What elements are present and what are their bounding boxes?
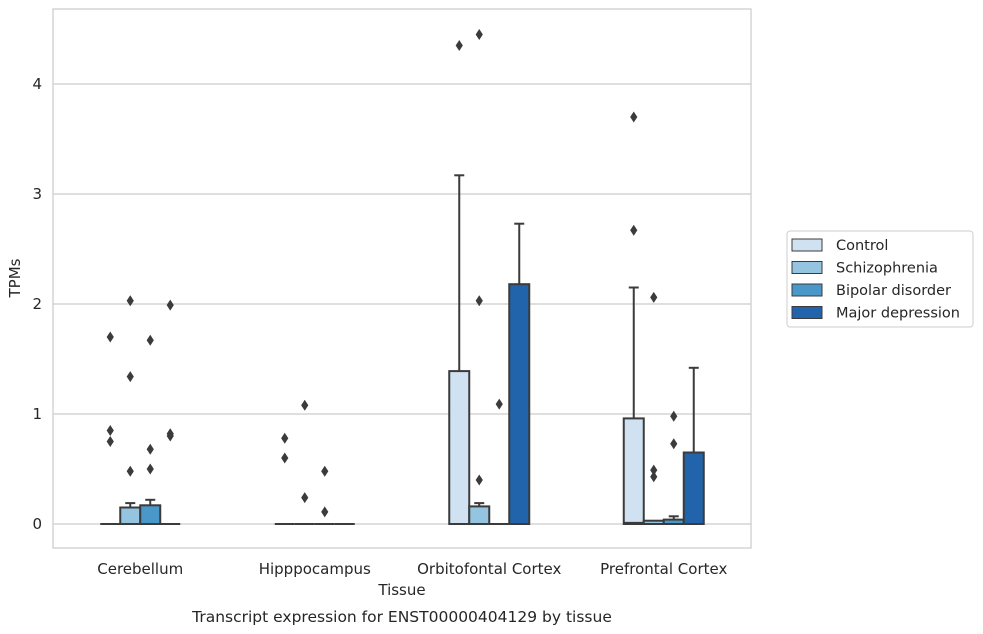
legend-label: Bipolar disorder (836, 283, 951, 299)
plot-area (53, 9, 751, 548)
box-group (100, 331, 121, 525)
legend-label: Schizophrenia (836, 261, 938, 277)
legend-label: Major depression (836, 306, 960, 322)
outlier-point (670, 438, 678, 450)
outlier-point (475, 295, 483, 307)
box-group (160, 299, 181, 525)
outlier-point (650, 471, 658, 483)
box-group (448, 40, 471, 525)
outlier-point (146, 443, 154, 455)
outlier-point (495, 398, 503, 410)
legend-frame (786, 230, 974, 328)
outlier-point (650, 291, 658, 303)
box (468, 505, 491, 525)
outlier-point (281, 432, 289, 444)
box-group (508, 222, 531, 526)
outlier-point (146, 463, 154, 475)
outlier-point (455, 40, 463, 51)
x-tick-label: Prefrontal Cortex (600, 560, 727, 578)
outlier-point (106, 425, 114, 436)
box (622, 417, 645, 525)
outlier-point (301, 492, 309, 504)
legend: Control Schizophrenia Bipolar disorder Majo… (786, 230, 974, 328)
outlier-point (321, 506, 329, 518)
outlier-point (475, 474, 483, 486)
outlier-point (126, 371, 134, 383)
outlier-point (321, 465, 329, 477)
box-plot-marks (100, 29, 705, 526)
box-group (682, 366, 705, 525)
y-tick-labels: 0 1 2 3 4 (32, 75, 42, 533)
x-axis-label: Tissue (377, 581, 425, 599)
box (139, 504, 162, 525)
outlier-point (281, 452, 289, 464)
x-tick-labels: Cerebellum Hipppocampus Orbitofontal Corte… (97, 560, 727, 578)
box-group (622, 111, 645, 525)
box-group (314, 465, 335, 525)
box (119, 506, 142, 525)
chart-title: Transcript expression for ENST0000040412… (191, 608, 612, 626)
outlier-point (106, 436, 114, 447)
y-tick-label: 2 (32, 295, 42, 313)
box-group (294, 399, 315, 525)
box-group (489, 398, 510, 525)
box (682, 451, 705, 525)
x-tick-label: Cerebellum (97, 560, 183, 578)
outlier-point (166, 299, 174, 311)
y-tick-label: 3 (32, 185, 42, 203)
box-group (662, 410, 685, 525)
box (508, 283, 531, 526)
box (448, 370, 471, 525)
outlier-point (166, 428, 174, 440)
outlier-point (126, 465, 134, 477)
outlier-point (106, 331, 114, 343)
x-tick-label: Orbitofontal Cortex (417, 560, 561, 578)
outlier-point (630, 111, 638, 123)
y-tick-label: 4 (32, 75, 42, 93)
outlier-point (301, 399, 309, 411)
legend-swatch (791, 238, 823, 252)
legend-swatch (791, 306, 823, 319)
x-tick-label: Hipppocampus (259, 560, 371, 578)
plot-border (52, 8, 752, 549)
box-group (468, 29, 491, 525)
outlier-point (146, 334, 154, 346)
legend-swatch (791, 261, 823, 274)
outlier-point (630, 224, 638, 236)
legend-swatch (791, 283, 823, 297)
outlier-point (126, 295, 134, 307)
box-group (642, 291, 665, 526)
box-group (139, 334, 162, 525)
y-tick-label: 1 (32, 405, 42, 423)
outlier-point (650, 464, 658, 476)
outlier-point (670, 410, 678, 422)
y-tick-label: 0 (32, 515, 42, 533)
y-axis-label: TPMs (6, 258, 24, 298)
outlier-point (475, 29, 483, 40)
legend-label: Control (836, 238, 888, 254)
box-group (274, 432, 295, 525)
